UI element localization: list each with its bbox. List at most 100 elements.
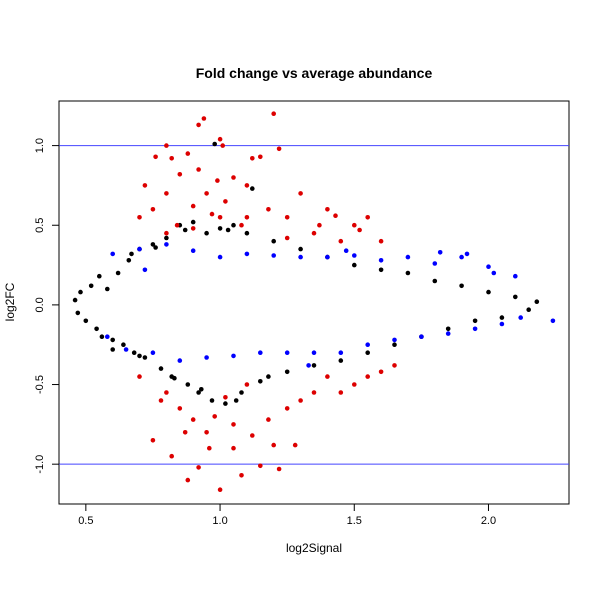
red-point	[169, 453, 174, 459]
blue-point	[204, 355, 209, 360]
black-point	[110, 347, 115, 352]
blue-point	[550, 318, 556, 324]
black-point	[513, 294, 518, 300]
black-point	[72, 297, 78, 303]
blue-point	[231, 353, 236, 359]
black-point	[365, 350, 371, 356]
red-point	[352, 382, 357, 387]
red-point	[311, 230, 317, 236]
blue-point	[405, 254, 411, 260]
red-point	[258, 463, 263, 469]
red-point	[196, 122, 201, 128]
black-point	[352, 262, 357, 268]
red-point	[298, 191, 303, 196]
blue-point	[464, 251, 470, 257]
red-point	[190, 417, 196, 422]
red-point	[153, 154, 158, 160]
black-point	[131, 350, 137, 356]
red-point	[266, 207, 271, 212]
red-point	[209, 211, 215, 217]
y-tick-label: 0.5	[34, 218, 46, 233]
red-point	[204, 430, 209, 435]
black-point	[534, 299, 540, 305]
red-point	[212, 414, 217, 419]
blue-point	[325, 254, 330, 260]
blue-point	[459, 254, 464, 260]
black-point	[137, 353, 142, 359]
red-point	[185, 477, 191, 483]
black-point	[209, 398, 215, 403]
red-point	[164, 230, 169, 236]
red-point	[164, 143, 169, 148]
red-point	[271, 111, 277, 116]
blue-point	[437, 250, 443, 255]
red-point	[185, 151, 191, 156]
black-point	[75, 310, 81, 316]
red-point	[271, 442, 277, 448]
y-axis: -1.0 -0.5 0.0 0.5 1.0	[34, 138, 60, 474]
black-point	[298, 246, 303, 252]
red-point	[317, 222, 322, 228]
blue-point	[491, 270, 497, 276]
red-point	[137, 215, 142, 220]
black-point	[142, 355, 148, 360]
black-point	[196, 390, 201, 395]
y-tick-label: -1.0	[34, 455, 46, 474]
black-point	[499, 315, 505, 320]
black-point	[190, 219, 196, 225]
red-point	[244, 215, 250, 220]
black-point	[150, 242, 156, 247]
red-point	[239, 222, 244, 228]
red-point	[266, 417, 271, 422]
y-axis-label: log2FC	[3, 282, 17, 321]
black-point	[239, 390, 244, 395]
red-point	[392, 363, 397, 368]
y-tick-label: -0.5	[34, 375, 46, 394]
blue-point	[311, 350, 317, 356]
blue-point	[258, 350, 263, 356]
red-point	[217, 136, 223, 142]
red-point	[378, 369, 384, 375]
black-point	[126, 258, 132, 263]
blue-point	[365, 342, 371, 348]
black-point	[486, 289, 491, 295]
black-point	[99, 334, 105, 340]
black-point	[311, 363, 317, 368]
red-point	[325, 374, 330, 379]
red-point	[207, 445, 212, 451]
black-point	[204, 230, 209, 236]
blue-point	[298, 254, 303, 260]
blue-point	[392, 337, 397, 343]
red-point	[150, 207, 156, 212]
red-point	[204, 191, 209, 196]
red-point	[220, 143, 225, 148]
red-point	[325, 207, 330, 212]
blue-point	[419, 334, 424, 340]
black-point	[472, 318, 478, 324]
red-point	[196, 167, 201, 172]
blue-point	[271, 253, 277, 258]
blue-point	[306, 363, 311, 368]
black-point	[115, 270, 121, 276]
black-point	[250, 186, 255, 191]
black-point	[223, 401, 228, 406]
red-point	[164, 191, 169, 196]
red-point	[190, 226, 196, 231]
blue-point	[472, 326, 478, 332]
black-point	[405, 270, 411, 276]
reference-lines	[59, 145, 569, 465]
red-point	[365, 374, 371, 379]
red-point	[190, 203, 196, 209]
red-point	[250, 433, 255, 438]
red-point	[298, 398, 303, 403]
black-point	[88, 283, 94, 289]
blue-point	[338, 350, 344, 356]
red-point	[231, 445, 236, 451]
blue-point	[244, 251, 250, 257]
blue-point	[343, 248, 349, 253]
x-tick-label: 1.5	[347, 515, 362, 527]
black-point	[244, 230, 250, 236]
red-point	[365, 215, 371, 220]
black-point	[526, 307, 531, 313]
